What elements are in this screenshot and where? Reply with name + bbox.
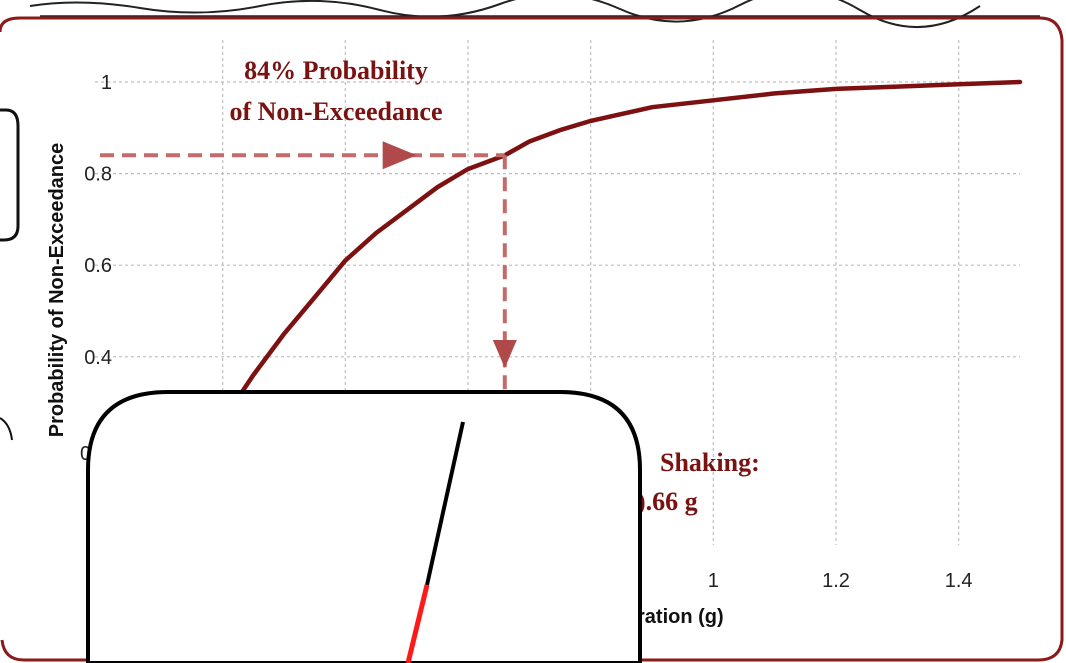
x-tick-label: 1.2 [822,570,850,592]
y-tick-label: 0.8 [84,164,112,186]
horizontal-gridlines [95,81,1020,358]
x-axis-title: ration (g) [637,606,724,628]
gauge-overlay [86,390,642,663]
chart-frame [0,16,1064,662]
x-tick-label: 1 [708,570,719,592]
x-tick-label: 1.4 [945,570,973,592]
left-bracket-lower [0,417,13,441]
overlay-panel [86,390,642,663]
needle-lower [405,584,430,663]
x-tick-labels: 1 1.2 1.4 [708,570,973,592]
y-tick-label: 1 [101,72,112,94]
y-tick-zero-fragment: 0 [80,443,91,465]
y-axis-title: Probability of Non-Exceedance [46,143,68,438]
shaking-annotation-line1: Shaking: [660,448,760,477]
left-bracket-upper [0,108,20,242]
right-arrow-icon [382,141,417,170]
down-arrow-icon [492,339,517,368]
header-fragment [0,0,1066,28]
y-tick-labels: 0.4 0.6 0.8 1 [84,72,112,369]
probability-annotation-line2: of Non-Exceedance [229,97,442,126]
y-tick-label: 0.4 [84,347,112,369]
probability-annotation-line1: 84% Probability [244,56,428,85]
shaking-annotation-line2: ).66 g [637,487,698,516]
cdf-curve [159,79,1023,497]
y-tick-label: 0.6 [84,255,112,277]
needle-upper [425,421,465,586]
